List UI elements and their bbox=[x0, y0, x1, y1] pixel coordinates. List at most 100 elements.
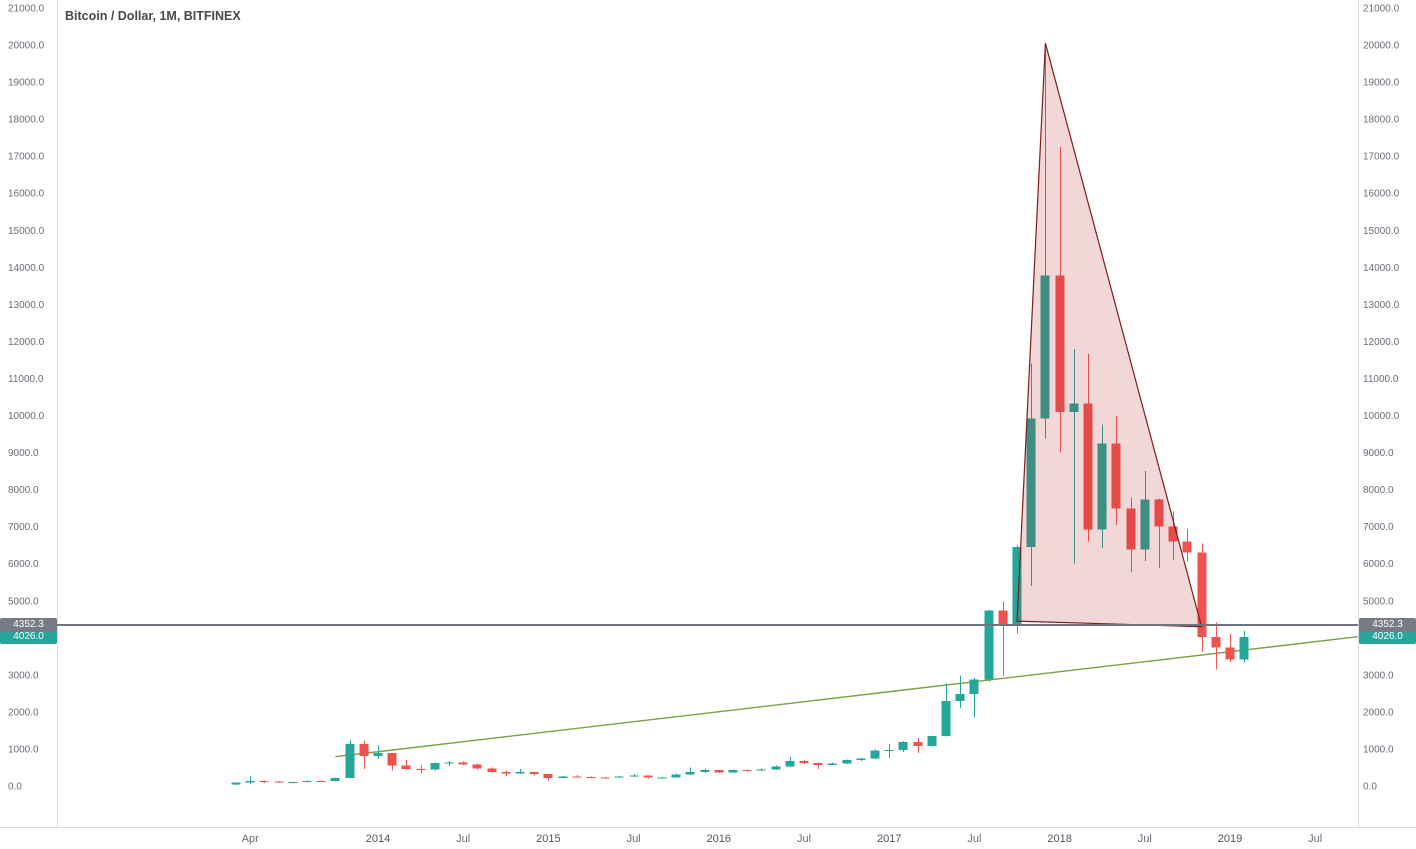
candle[interactable] bbox=[600, 776, 610, 779]
candle[interactable] bbox=[756, 768, 766, 771]
candle[interactable] bbox=[827, 762, 837, 766]
candle[interactable] bbox=[345, 740, 355, 779]
candle[interactable] bbox=[515, 768, 525, 775]
triangle-drawing[interactable] bbox=[1016, 43, 1203, 628]
candle[interactable] bbox=[245, 776, 255, 785]
candle[interactable] bbox=[884, 743, 894, 759]
candle[interactable] bbox=[387, 753, 397, 771]
candle[interactable] bbox=[501, 770, 511, 776]
y-axis-label-left: 11000.0 bbox=[8, 374, 44, 385]
candle[interactable] bbox=[1111, 415, 1121, 526]
candle[interactable] bbox=[316, 780, 326, 782]
candle[interactable] bbox=[643, 775, 653, 779]
y-axis-label-left: 13000.0 bbox=[8, 300, 45, 311]
candle[interactable] bbox=[700, 768, 710, 774]
candle[interactable] bbox=[614, 776, 624, 778]
candle[interactable] bbox=[1040, 49, 1050, 439]
candle[interactable] bbox=[1225, 634, 1235, 662]
y-axis-label-left: 5000.0 bbox=[8, 596, 39, 607]
candle[interactable] bbox=[586, 776, 596, 779]
candle[interactable] bbox=[1069, 349, 1079, 564]
y-axis-label-right: 15000.0 bbox=[1363, 226, 1400, 237]
candle[interactable] bbox=[416, 765, 426, 774]
candle[interactable] bbox=[1026, 363, 1036, 586]
candle[interactable] bbox=[728, 769, 738, 773]
candle[interactable] bbox=[856, 758, 866, 762]
candle[interactable] bbox=[969, 677, 979, 718]
x-axis-year-label: 2016 bbox=[707, 833, 731, 845]
y-axis-label-left: 12000.0 bbox=[8, 337, 45, 348]
x-axis-year-label: 2017 bbox=[877, 833, 901, 845]
candle[interactable] bbox=[941, 683, 951, 737]
x-axis-year-label: 2015 bbox=[536, 833, 560, 845]
candle[interactable] bbox=[458, 761, 468, 766]
candle[interactable] bbox=[955, 675, 965, 709]
candle[interactable] bbox=[785, 757, 795, 767]
candle[interactable] bbox=[1083, 354, 1093, 542]
candle[interactable] bbox=[714, 769, 724, 774]
candle[interactable] bbox=[742, 769, 752, 772]
candle[interactable] bbox=[401, 760, 411, 770]
candle[interactable] bbox=[998, 601, 1008, 676]
candle[interactable] bbox=[1140, 471, 1150, 562]
y-axis-label-left: 9000.0 bbox=[8, 448, 39, 459]
candle[interactable] bbox=[629, 774, 639, 777]
candle[interactable] bbox=[657, 776, 667, 779]
y-axis-label-left: 16000.0 bbox=[8, 189, 45, 200]
price-line-axis-label-right[interactable]: 4352.3 bbox=[1359, 617, 1416, 632]
y-axis-label-right: 16000.0 bbox=[1363, 189, 1400, 200]
candle[interactable] bbox=[231, 782, 241, 785]
candle[interactable] bbox=[685, 767, 695, 775]
y-axis-label-left: 14000.0 bbox=[8, 263, 45, 274]
candle[interactable] bbox=[813, 762, 823, 769]
y-axis-label-right: 1000.0 bbox=[1363, 744, 1394, 755]
candle[interactable] bbox=[913, 738, 923, 754]
candle[interactable] bbox=[1154, 498, 1164, 569]
candle[interactable] bbox=[671, 773, 681, 778]
candle[interactable] bbox=[771, 765, 781, 770]
candle[interactable] bbox=[1055, 146, 1065, 453]
candle[interactable] bbox=[543, 774, 553, 781]
y-axis-label-left: 18000.0 bbox=[8, 115, 45, 126]
y-axis-label-left: 10000.0 bbox=[8, 411, 45, 422]
candle[interactable] bbox=[330, 777, 340, 782]
price-line-axis-label-left[interactable]: 4352.3 bbox=[0, 617, 57, 632]
price-axis-labels[interactable]: 0.0 0.0 1000.0 1000.0 2000.0 2000.0 3000.0 3000… bbox=[8, 4, 1400, 793]
candle[interactable] bbox=[430, 762, 440, 771]
candles-layer bbox=[231, 49, 1249, 785]
time-axis-labels[interactable]: Apr 2014 Jul 2015 Jul 2016 Jul 2017 Jul 2018 Jul 20… bbox=[242, 833, 1323, 845]
y-axis-label-right: 6000.0 bbox=[1363, 559, 1394, 570]
trend-line-drawing[interactable] bbox=[335, 636, 1358, 758]
candle[interactable] bbox=[927, 735, 937, 747]
candle[interactable] bbox=[288, 781, 298, 784]
candle[interactable] bbox=[558, 776, 568, 779]
candle[interactable] bbox=[487, 767, 497, 773]
candle[interactable] bbox=[1211, 622, 1221, 670]
candle[interactable] bbox=[259, 780, 269, 784]
candle[interactable] bbox=[572, 774, 582, 778]
candle[interactable] bbox=[984, 610, 994, 682]
y-axis-label-right: 8000.0 bbox=[1363, 485, 1394, 496]
candle[interactable] bbox=[444, 760, 454, 767]
candle[interactable] bbox=[1182, 528, 1192, 562]
candle[interactable] bbox=[274, 781, 284, 783]
y-axis-label-right: 12000.0 bbox=[1363, 337, 1400, 348]
candle[interactable] bbox=[1239, 630, 1249, 663]
candle[interactable] bbox=[1097, 424, 1107, 548]
candle[interactable] bbox=[472, 763, 482, 770]
candle[interactable] bbox=[302, 780, 312, 783]
chart-legend[interactable]: Bitcoin / Dollar, 1M, BITFINEX bbox=[65, 9, 241, 23]
candle[interactable] bbox=[359, 740, 369, 770]
last-price-axis-label-left: 4026.0 bbox=[0, 629, 57, 644]
symbol-title[interactable]: Bitcoin / Dollar, 1M, BITFINEX bbox=[65, 9, 241, 23]
candle[interactable] bbox=[529, 771, 539, 776]
candle[interactable] bbox=[898, 741, 908, 752]
candle[interactable] bbox=[1126, 497, 1136, 572]
candle[interactable] bbox=[799, 759, 809, 765]
y-axis-label-right: 17000.0 bbox=[1363, 152, 1400, 163]
candle[interactable] bbox=[1197, 543, 1207, 652]
candle[interactable] bbox=[870, 749, 880, 759]
candle[interactable] bbox=[842, 759, 852, 764]
candle[interactable] bbox=[373, 745, 383, 759]
